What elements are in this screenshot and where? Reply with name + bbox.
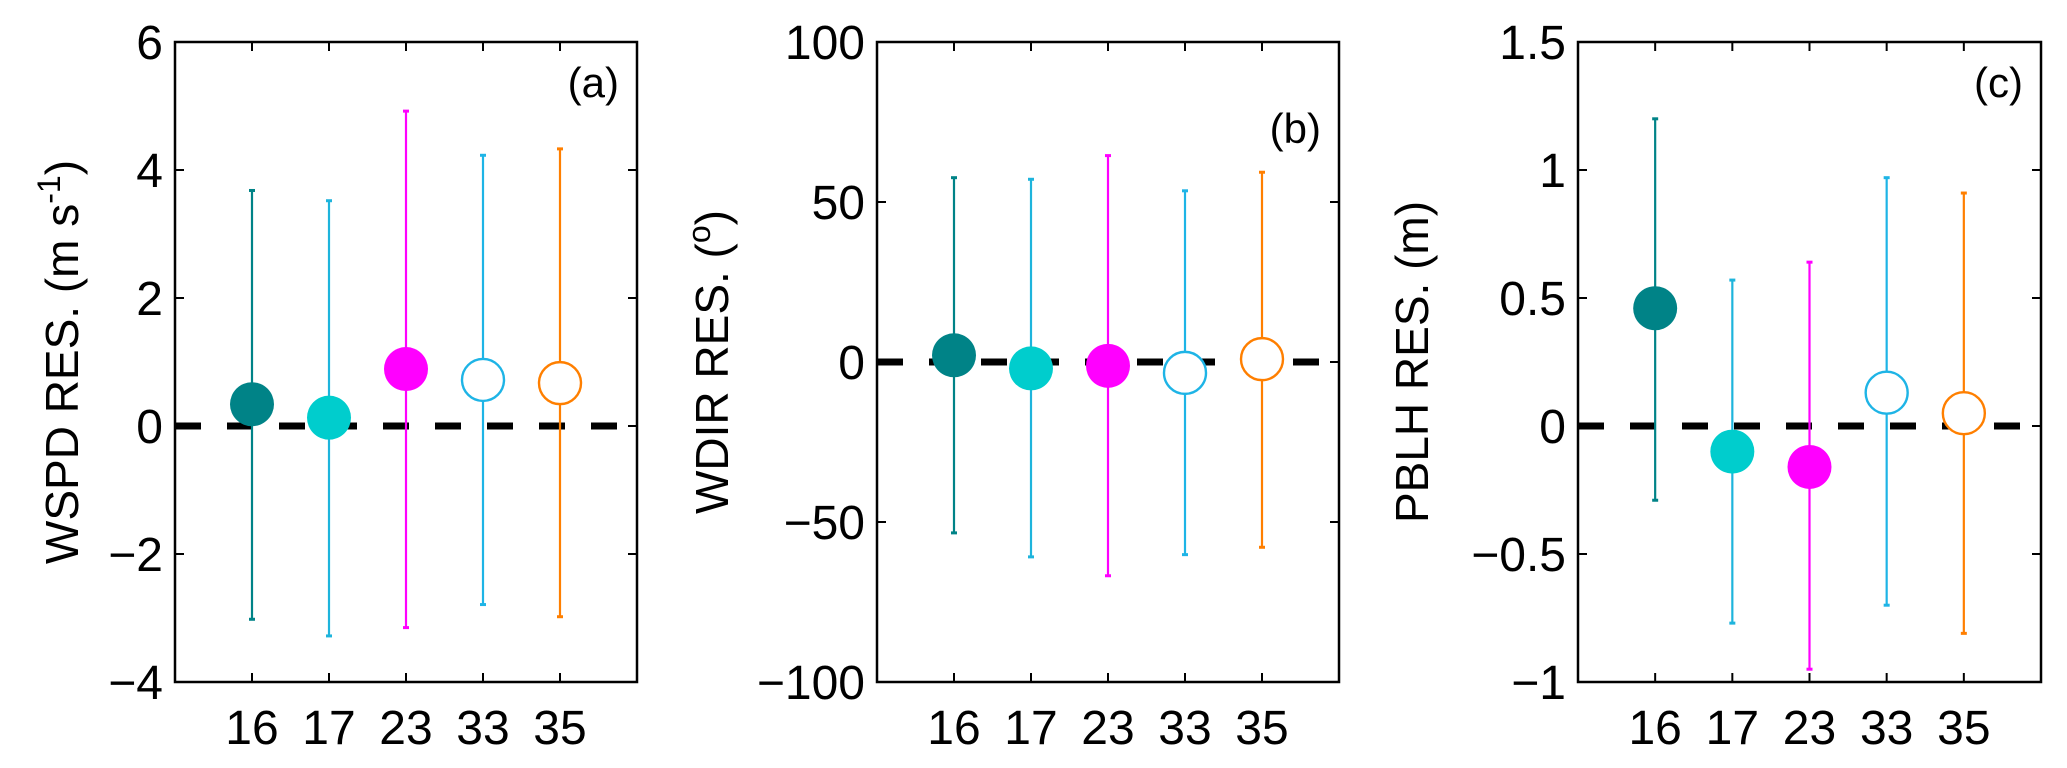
y-tick-label: 0 [838, 337, 865, 390]
y-tick-label: −4 [108, 657, 163, 710]
mean-marker-16 [1633, 286, 1678, 331]
y-tick-label: −2 [108, 529, 163, 582]
x-tick-label: 17 [1004, 702, 1057, 755]
y-axis-label-main: WDIR RES. ( [686, 242, 738, 514]
y-axis-label: WSPD RES. (m s-1) [31, 160, 88, 564]
y-axis-label: PBLH RES. (m) [1386, 201, 1438, 523]
y-axis-label-main: PBLH RES. (m) [1386, 201, 1438, 523]
y-tick-label: 0 [1539, 401, 1566, 454]
x-tick-label: 17 [302, 702, 355, 755]
y-tick-label: 0.5 [1499, 273, 1566, 326]
y-axis-label-main: WSPD RES. (m s [36, 204, 88, 564]
mean-marker-17 [1009, 346, 1053, 391]
mean-marker-23 [1787, 444, 1832, 489]
x-tick-label: 16 [225, 702, 278, 755]
y-tick-label: 100 [785, 17, 865, 70]
x-tick-label: 16 [927, 702, 980, 755]
x-tick-label: 17 [1706, 702, 1759, 755]
y-tick-label: 1 [1539, 145, 1566, 198]
x-tick-label: 33 [1158, 702, 1211, 755]
mean-marker-35 [1239, 336, 1285, 382]
x-tick-label: 33 [1860, 702, 1913, 755]
x-tick-label: 35 [1937, 702, 1990, 755]
panel-c: −1 −0.5 0 0.5 1 1.5 16 17 23 33 35 (c) PBLH RES. (m) [1386, 17, 2043, 755]
y-tick-label: −100 [757, 657, 865, 710]
axes-box [875, 40, 1341, 684]
mean-marker-17 [307, 395, 351, 440]
y-tick-label: 4 [136, 145, 163, 198]
mean-marker-23 [1086, 343, 1130, 388]
panel-a: −4 −2 0 2 4 6 16 17 23 33 35 (a) WSPD RES. (m s-1) [31, 17, 639, 755]
y-tick-label: 6 [136, 17, 163, 70]
mean-marker-16 [932, 333, 976, 378]
panel-label: (c) [1974, 59, 2023, 106]
axes-box [1576, 40, 2043, 684]
y-tick-label: −1 [1511, 657, 1566, 710]
y-axis-label-superscript: -1 [31, 175, 67, 203]
y-tick-label: 1.5 [1499, 17, 1566, 70]
x-tick-label: 35 [533, 702, 586, 755]
y-tick-label: 50 [812, 177, 865, 230]
mean-marker-33 [1864, 370, 1909, 415]
x-tick-label: 33 [456, 702, 509, 755]
y-axis-label-tail: ) [686, 210, 738, 225]
mean-marker-35 [1941, 391, 1987, 436]
x-tick-label: 16 [1628, 702, 1681, 755]
panel-b: −100 −50 0 50 100 16 17 23 33 35 (b) WDIR RES. (o) [681, 17, 1341, 755]
mean-marker-17 [1710, 429, 1755, 474]
x-tick-label: 23 [1783, 702, 1836, 755]
x-tick-label: 23 [379, 702, 432, 755]
y-tick-label: −50 [784, 497, 865, 550]
axes-box [173, 40, 639, 684]
mean-marker-23 [384, 347, 428, 392]
x-tick-label: 23 [1081, 702, 1134, 755]
panel-label: (b) [1270, 105, 1321, 152]
x-tick-label: 35 [1235, 702, 1288, 755]
y-axis-label: WDIR RES. (o) [681, 210, 738, 514]
mean-marker-33 [460, 357, 506, 403]
y-axis-label-superscript: o [681, 225, 717, 243]
y-tick-label: 0 [136, 401, 163, 454]
mean-marker-16 [230, 382, 274, 427]
mean-marker-33 [1162, 350, 1208, 396]
y-tick-label: 2 [136, 273, 163, 326]
y-axis-label-tail: ) [36, 160, 88, 175]
panel-label: (a) [568, 59, 619, 106]
y-tick-label: −0.5 [1471, 529, 1566, 582]
mean-marker-35 [537, 360, 583, 406]
